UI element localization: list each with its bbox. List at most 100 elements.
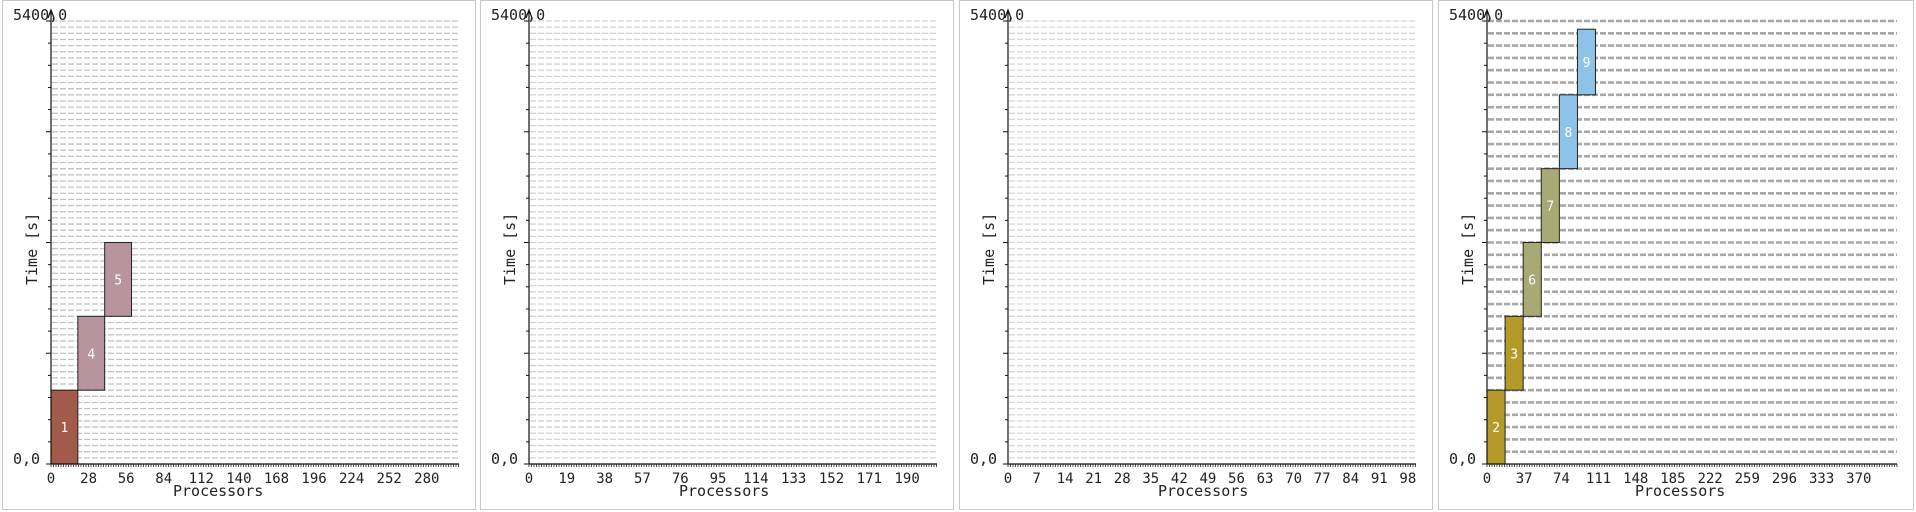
y-max-label: 5400,0 xyxy=(1449,6,1504,24)
x-tick-label: 296 xyxy=(1772,471,1797,487)
job-label-6: 6 xyxy=(1528,273,1536,288)
x-tick-label: 21 xyxy=(1085,471,1102,487)
x-axis-minor-ticks xyxy=(50,464,459,467)
job-label-9: 9 xyxy=(1583,56,1591,71)
y-axis-arrow xyxy=(1483,8,1491,19)
x-tick-label: 168 xyxy=(264,471,289,487)
x-tick-label: 252 xyxy=(377,471,402,487)
x-tick-label: 57 xyxy=(634,471,651,487)
x-tick-label: 56 xyxy=(1228,471,1245,487)
x-tick-label: 185 xyxy=(1660,471,1685,487)
x-tick-label: 280 xyxy=(414,471,439,487)
job-label-5: 5 xyxy=(114,273,122,288)
x-tick-label: 49 xyxy=(1199,471,1216,487)
x-axis-minor-ticks xyxy=(1007,464,1416,467)
x-tick-label: 84 xyxy=(155,471,172,487)
x-tick-label: 7 xyxy=(1032,471,1040,487)
x-tick-label: 190 xyxy=(895,471,920,487)
x-tick-label: 148 xyxy=(1623,471,1648,487)
x-tick-label: 76 xyxy=(672,471,689,487)
x-tick-label: 222 xyxy=(1697,471,1722,487)
x-tick-label: 84 xyxy=(1342,471,1359,487)
job-bar-4 xyxy=(77,315,106,391)
x-tick-label: 140 xyxy=(226,471,251,487)
chart-panel-4: 2 3 6 7 8 9 0 37 74 111 148 185 222 259 296 333 370 5400… xyxy=(1438,0,1914,510)
x-tick-label: 98 xyxy=(1399,471,1416,487)
y-min-label: 0,0 xyxy=(13,450,41,468)
x-axis-label: Processors xyxy=(1635,482,1726,500)
x-axis-label: Processors xyxy=(1158,482,1249,500)
x-axis-label: Processors xyxy=(679,482,770,500)
y-axis-label: Time [s] xyxy=(980,212,998,285)
job-label-2: 2 xyxy=(1492,421,1500,436)
x-tick-label: 224 xyxy=(339,471,364,487)
chart-plot-3: 0 7 14 21 28 35 42 49 56 63 70 77 84 91 98 xyxy=(1003,8,1416,487)
job-label-8: 8 xyxy=(1564,126,1572,141)
chart-panel-3: 0 7 14 21 28 35 42 49 56 63 70 77 84 91 98 5400,0 0,0 … xyxy=(959,0,1433,510)
x-tick-label: 111 xyxy=(1586,471,1611,487)
chart-panel-2: 0 19 38 57 76 95 114 133 152 171 190 5400,0 0,0 Ti… xyxy=(480,0,954,510)
y-max-label: 5400,0 xyxy=(13,6,68,24)
grid-lines xyxy=(52,20,459,459)
job-label-3: 3 xyxy=(1510,347,1518,362)
y-axis-label: Time [s] xyxy=(501,212,519,285)
x-tick-label: 259 xyxy=(1735,471,1760,487)
y-max-label: 5400,0 xyxy=(491,6,546,24)
y-axis-arrow xyxy=(525,8,533,19)
x-tick-label: 370 xyxy=(1846,471,1871,487)
chart-plot-2: 0 19 38 57 76 95 114 133 152 171 190 xyxy=(524,8,937,487)
chart-panel-1: 1 4 5 0 28 56 84 112 140 168 196 224 252 280 5400,0 0… xyxy=(2,0,476,510)
y-min-label: 0,0 xyxy=(970,450,998,468)
x-tick-label: 28 xyxy=(1114,471,1131,487)
x-tick-label: 0 xyxy=(1004,471,1012,487)
chart-plot-4: 2 3 6 7 8 9 0 37 74 111 148 185 222 259 296 333 370 xyxy=(1482,8,1898,487)
y-axis-arrow xyxy=(1004,8,1012,19)
x-tick-label: 42 xyxy=(1171,471,1188,487)
x-tick-label: 0 xyxy=(525,471,533,487)
y-max-label: 5400,0 xyxy=(970,6,1025,24)
x-axis-minor-ticks xyxy=(1486,464,1898,467)
y-axis-label: Time [s] xyxy=(1459,212,1477,285)
x-axis-minor-ticks xyxy=(528,464,937,467)
x-tick-label: 152 xyxy=(819,471,844,487)
x-tick-label: 171 xyxy=(857,471,882,487)
x-tick-label: 38 xyxy=(596,471,613,487)
x-tick-label: 114 xyxy=(743,471,768,487)
x-tick-label: 196 xyxy=(301,471,326,487)
y-min-label: 0,0 xyxy=(491,450,519,468)
x-tick-label: 56 xyxy=(118,471,135,487)
job-bar-3 xyxy=(1504,315,1524,391)
x-axis-label: Processors xyxy=(173,482,264,500)
job-bar-1 xyxy=(50,389,79,465)
job-bar-5 xyxy=(104,242,133,317)
x-tick-label: 63 xyxy=(1257,471,1274,487)
x-tick-label: 91 xyxy=(1371,471,1388,487)
x-tick-label: 70 xyxy=(1285,471,1302,487)
x-tick-label: 0 xyxy=(47,471,55,487)
x-tick-label: 37 xyxy=(1516,471,1533,487)
x-tick-label: 19 xyxy=(558,471,575,487)
x-tick-label: 35 xyxy=(1142,471,1159,487)
job-bar-6 xyxy=(1522,242,1542,317)
grid-lines xyxy=(530,20,937,459)
x-tick-label: 77 xyxy=(1314,471,1331,487)
y-axis-label: Time [s] xyxy=(23,212,41,285)
chart-plot-1: 1 4 5 0 28 56 84 112 140 168 196 224 252 280 xyxy=(46,8,459,487)
x-tick-label: 133 xyxy=(781,471,806,487)
x-tick-label: 28 xyxy=(80,471,97,487)
x-tick-label: 74 xyxy=(1553,471,1570,487)
job-bar-8 xyxy=(1558,94,1578,170)
x-tick-label: 95 xyxy=(710,471,727,487)
job-label-7: 7 xyxy=(1546,200,1554,215)
job-label-1: 1 xyxy=(61,421,69,436)
x-tick-label: 333 xyxy=(1809,471,1834,487)
grid-lines xyxy=(1488,19,1897,453)
job-bar-7 xyxy=(1540,168,1560,243)
grid-lines xyxy=(1009,20,1416,459)
x-tick-label: 14 xyxy=(1057,471,1074,487)
y-min-label: 0,0 xyxy=(1449,450,1477,468)
job-bar-9 xyxy=(1576,28,1597,96)
x-tick-label: 112 xyxy=(189,471,214,487)
y-axis-arrow xyxy=(47,8,55,19)
